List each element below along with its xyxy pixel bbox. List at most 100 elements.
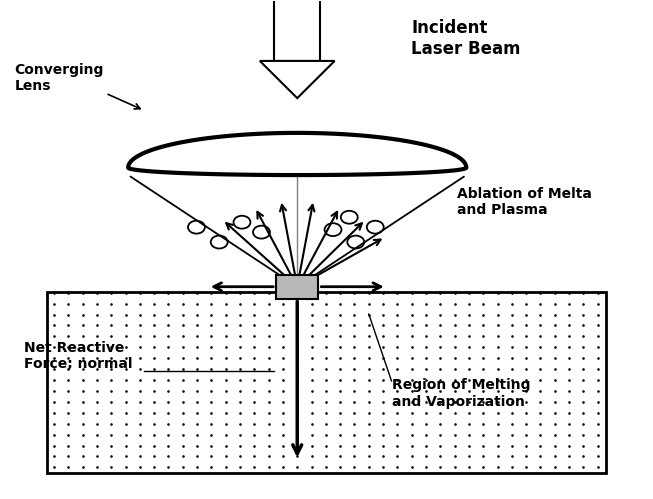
Point — [578, 365, 588, 373]
Point — [263, 321, 274, 329]
Point — [421, 442, 431, 450]
Point — [263, 376, 274, 384]
Point — [263, 354, 274, 362]
Point — [235, 299, 246, 307]
Point — [278, 343, 288, 351]
Point — [535, 398, 546, 406]
Point — [464, 310, 474, 318]
Point — [364, 398, 374, 406]
Point — [449, 310, 460, 318]
Point — [364, 332, 374, 340]
Point — [550, 332, 560, 340]
Point — [364, 464, 374, 472]
Point — [592, 431, 603, 439]
Point — [49, 420, 59, 428]
Point — [478, 376, 488, 384]
Point — [163, 354, 174, 362]
Point — [149, 464, 159, 472]
Point — [235, 289, 246, 297]
Point — [278, 409, 288, 417]
Point — [507, 299, 517, 307]
Point — [478, 442, 488, 450]
Point — [378, 332, 389, 340]
Point — [178, 299, 188, 307]
Point — [135, 289, 145, 297]
Point — [392, 409, 403, 417]
Point — [178, 431, 188, 439]
Point — [306, 289, 317, 297]
Point — [63, 332, 74, 340]
Point — [221, 409, 231, 417]
Point — [249, 409, 259, 417]
Point — [149, 299, 159, 307]
Point — [592, 376, 603, 384]
Point — [421, 354, 431, 362]
Point — [120, 289, 131, 297]
Point — [78, 354, 88, 362]
Point — [63, 409, 74, 417]
Point — [149, 453, 159, 461]
Point — [349, 321, 360, 329]
Point — [235, 343, 246, 351]
Point — [49, 354, 59, 362]
Point — [178, 343, 188, 351]
Point — [178, 321, 188, 329]
Point — [578, 464, 588, 472]
Point — [292, 321, 302, 329]
Point — [135, 365, 145, 373]
Point — [306, 299, 317, 307]
Point — [435, 464, 445, 472]
Point — [306, 343, 317, 351]
Point — [421, 398, 431, 406]
Point — [378, 354, 389, 362]
Point — [149, 398, 159, 406]
Point — [592, 332, 603, 340]
Point — [421, 299, 431, 307]
Point — [321, 464, 331, 472]
Point — [163, 453, 174, 461]
Point — [63, 289, 74, 297]
Point — [335, 299, 345, 307]
Point — [135, 409, 145, 417]
Point — [78, 387, 88, 395]
Point — [278, 453, 288, 461]
Point — [263, 431, 274, 439]
Point — [421, 310, 431, 318]
Point — [564, 310, 574, 318]
Point — [263, 464, 274, 472]
Point — [78, 310, 88, 318]
Point — [507, 365, 517, 373]
Point — [564, 376, 574, 384]
Point — [78, 289, 88, 297]
Point — [249, 321, 259, 329]
Point — [435, 442, 445, 450]
Point — [364, 442, 374, 450]
Point — [335, 376, 345, 384]
Point — [435, 409, 445, 417]
Point — [221, 376, 231, 384]
Point — [464, 376, 474, 384]
Point — [149, 332, 159, 340]
Point — [192, 310, 202, 318]
Point — [249, 420, 259, 428]
Point — [249, 343, 259, 351]
Point — [449, 321, 460, 329]
Point — [249, 354, 259, 362]
Point — [92, 453, 103, 461]
Point — [550, 431, 560, 439]
Point — [478, 431, 488, 439]
Point — [564, 299, 574, 307]
Point — [92, 343, 103, 351]
Point — [578, 289, 588, 297]
Point — [406, 376, 417, 384]
Point — [63, 321, 74, 329]
Point — [49, 442, 59, 450]
Point — [535, 289, 546, 297]
Point — [192, 464, 202, 472]
Point — [63, 398, 74, 406]
Point — [292, 299, 302, 307]
Point — [63, 453, 74, 461]
Point — [135, 398, 145, 406]
Point — [406, 464, 417, 472]
Point — [449, 365, 460, 373]
